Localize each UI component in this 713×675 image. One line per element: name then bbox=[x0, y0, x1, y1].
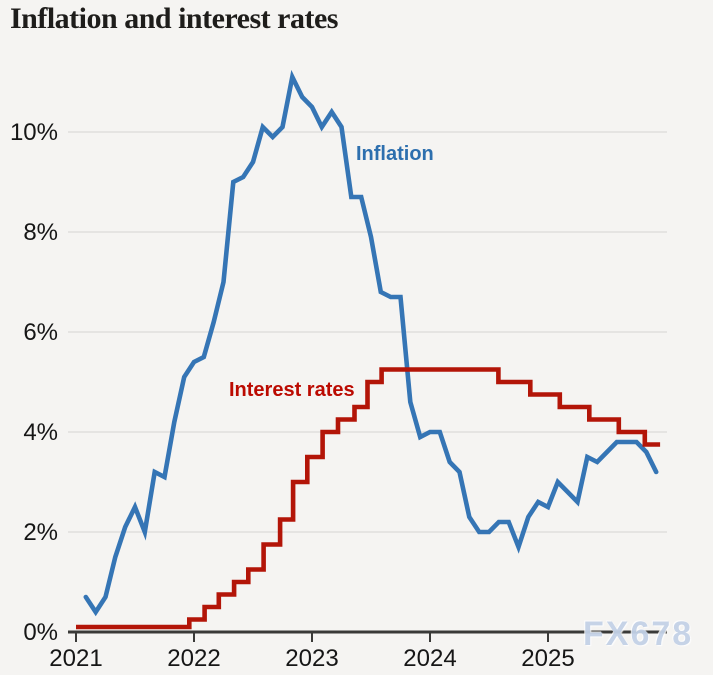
x-axis-tick-label: 2022 bbox=[167, 645, 220, 672]
y-axis-tick-label: 10% bbox=[10, 119, 58, 146]
x-axis-tick-label: 2024 bbox=[403, 645, 456, 672]
y-axis-tick-label: 8% bbox=[23, 219, 58, 246]
x-axis-tick-label: 2021 bbox=[49, 645, 102, 672]
series-label-inflation: Inflation bbox=[356, 143, 434, 165]
y-axis-tick-label: 6% bbox=[23, 319, 58, 346]
interest-rate-line bbox=[76, 367, 661, 630]
x-axis-tick-label: 2023 bbox=[285, 645, 338, 672]
series-label-interest-rates: Interest rates bbox=[229, 379, 355, 401]
y-axis-tick-label: 2% bbox=[23, 519, 58, 546]
y-axis-tick-label: 0% bbox=[23, 619, 58, 646]
x-axis-tick-label: 2025 bbox=[521, 645, 574, 672]
y-axis-tick-label: 4% bbox=[23, 419, 58, 446]
watermark-fx678: FX678 bbox=[583, 615, 694, 653]
inflation-line bbox=[83, 69, 659, 617]
chart-title: Inflation and interest rates bbox=[10, 2, 338, 35]
